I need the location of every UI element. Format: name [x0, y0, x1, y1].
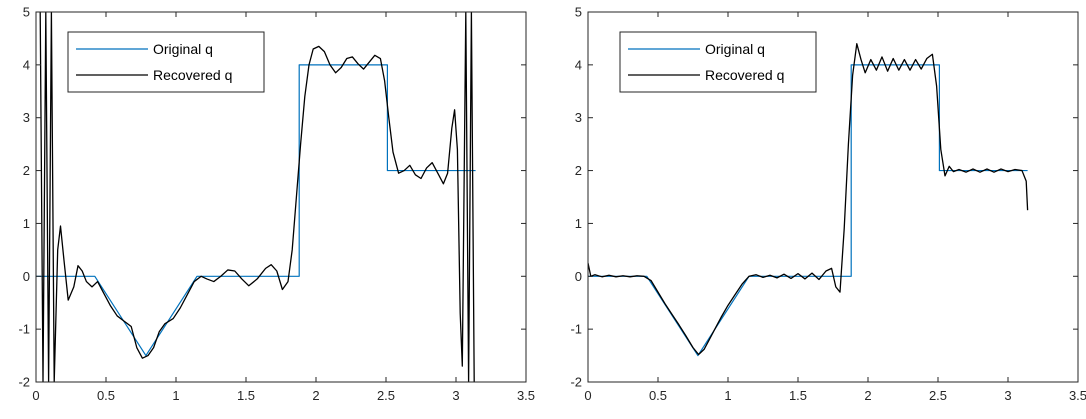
legend: Original q Recovered q [67, 31, 265, 93]
y-tick-label: -1 [570, 322, 582, 337]
original-q-line [36, 64, 476, 357]
x-tick-label: 1 [172, 388, 179, 403]
y-tick-label: 5 [23, 5, 30, 20]
x-tick-label: 3.5 [517, 388, 535, 403]
y-tick-label: 1 [575, 216, 582, 231]
x-tick-label: 0 [584, 388, 591, 403]
x-tick-label: 1 [724, 388, 731, 403]
legend-label: Original q [153, 41, 213, 57]
series-group [588, 43, 1029, 357]
legend: Original q Recovered q [619, 31, 817, 93]
y-tick-label: -2 [18, 375, 30, 390]
legend-box [619, 31, 817, 93]
y-tick-label: 3 [23, 110, 30, 125]
series-group [36, 12, 476, 382]
recovered-q-line [39, 12, 475, 382]
x-tick-label: 2.5 [929, 388, 947, 403]
y-tick-label: -2 [570, 375, 582, 390]
left-plot-panel: 0 0.5 1 1.5 2 2.5 3 3.5 -2 -1 0 1 2 3 4 5 Original q Reco… [18, 5, 535, 404]
x-tick-label: 0.5 [649, 388, 667, 403]
right-plot-panel: 0 0.5 1 1.5 2 2.5 3 3.5 -2 -1 0 1 2 3 4 5 Original q Reco… [570, 5, 1086, 404]
y-tick-label: 2 [575, 163, 582, 178]
recovered-q-line [588, 43, 1029, 356]
x-tick-label: 3 [452, 388, 459, 403]
axes-box [587, 11, 1079, 383]
original-q-line [588, 64, 1028, 357]
x-tick-label: 2 [312, 388, 319, 403]
y-tick-label: -1 [18, 322, 30, 337]
y-tick-label: 1 [23, 216, 30, 231]
legend-label: Recovered q [705, 67, 784, 83]
x-tick-label: 3.5 [1069, 388, 1086, 403]
legend-box [67, 31, 265, 93]
x-tick-label: 2.5 [377, 388, 395, 403]
y-tick-label: 4 [23, 57, 30, 72]
legend-label: Original q [705, 41, 765, 57]
legend-label: Recovered q [153, 67, 232, 83]
x-tick-label: 0.5 [97, 388, 115, 403]
y-tick-label: 0 [23, 269, 30, 284]
x-tick-label: 1.5 [789, 388, 807, 403]
x-tick-label: 3 [1004, 388, 1011, 403]
y-tick-label: 4 [575, 57, 582, 72]
y-tick-label: 2 [23, 163, 30, 178]
y-tick-label: 0 [575, 269, 582, 284]
y-tick-label: 5 [575, 5, 582, 20]
x-tick-label: 1.5 [237, 388, 255, 403]
x-tick-label: 0 [32, 388, 39, 403]
axes-box [35, 11, 527, 383]
x-tick-label: 2 [864, 388, 871, 403]
y-tick-label: 3 [575, 110, 582, 125]
